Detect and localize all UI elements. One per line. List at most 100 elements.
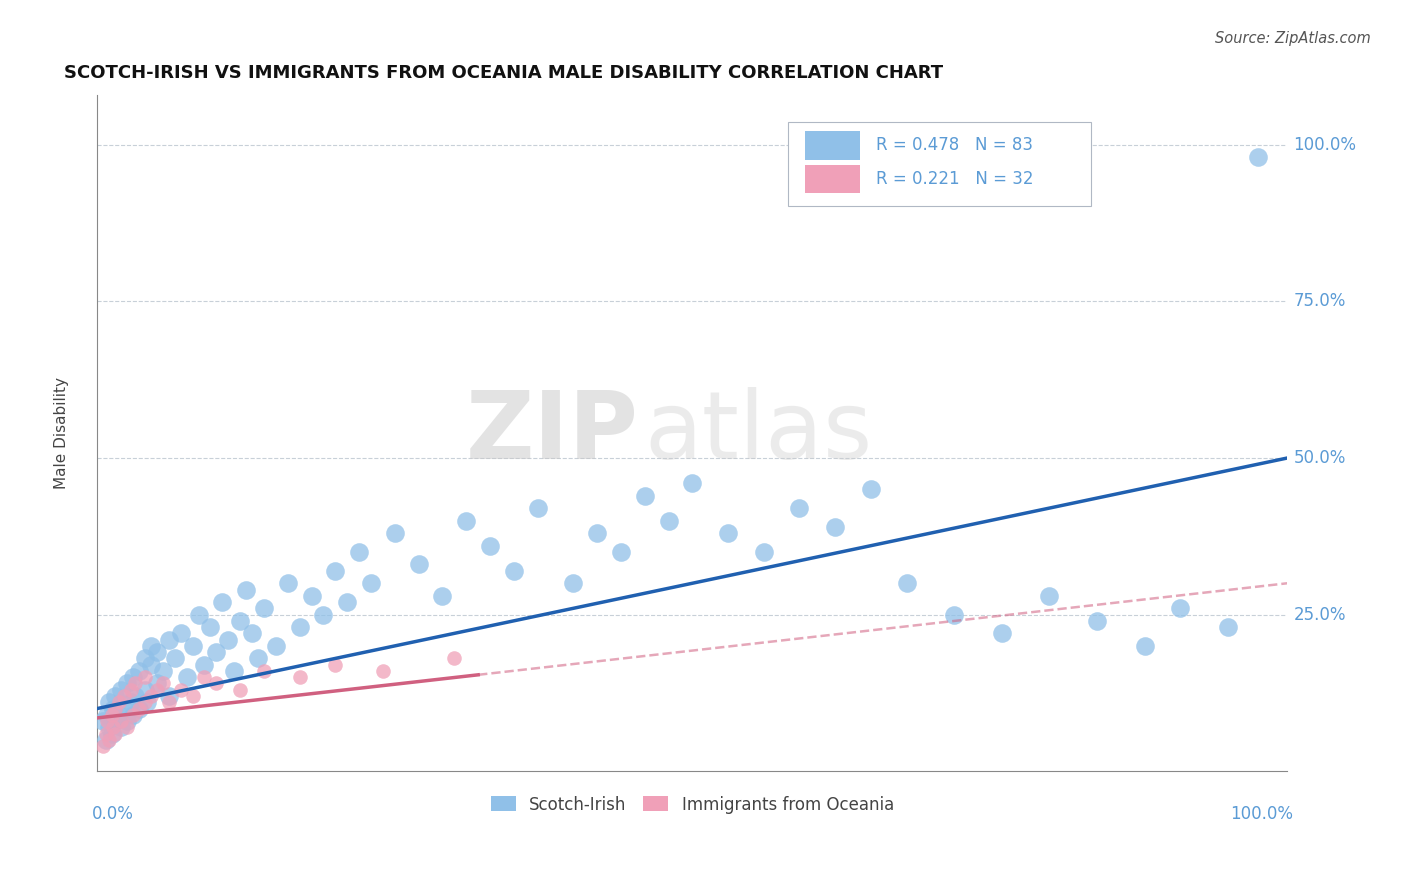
Point	[101, 701, 124, 715]
Point	[253, 601, 276, 615]
Point	[325, 564, 347, 578]
Point	[312, 607, 335, 622]
Point	[115, 720, 138, 734]
Point	[264, 639, 287, 653]
Point	[104, 701, 127, 715]
Point	[115, 714, 138, 728]
Point	[128, 701, 150, 715]
Point	[110, 720, 132, 734]
Point	[1168, 601, 1191, 615]
Point	[139, 639, 162, 653]
Point	[217, 632, 239, 647]
Point	[1246, 150, 1268, 164]
Text: R = 0.478   N = 83: R = 0.478 N = 83	[876, 136, 1032, 154]
Point	[681, 476, 703, 491]
Point	[824, 520, 846, 534]
Point	[384, 526, 406, 541]
Text: Male Disability: Male Disability	[55, 377, 69, 489]
Point	[610, 545, 633, 559]
Point	[110, 714, 132, 728]
Point	[235, 582, 257, 597]
Point	[181, 689, 204, 703]
Point	[200, 620, 222, 634]
Point	[115, 676, 138, 690]
Point	[146, 676, 169, 690]
Point	[110, 682, 132, 697]
Point	[205, 676, 228, 690]
Point	[128, 664, 150, 678]
Point	[176, 670, 198, 684]
Point	[104, 689, 127, 703]
Point	[211, 595, 233, 609]
Point	[943, 607, 966, 622]
Point	[134, 670, 156, 684]
Point	[247, 651, 270, 665]
Point	[157, 632, 180, 647]
Point	[301, 589, 323, 603]
Point	[104, 726, 127, 740]
Point	[134, 695, 156, 709]
Point	[347, 545, 370, 559]
Text: 0.0%: 0.0%	[91, 805, 134, 823]
Point	[479, 539, 502, 553]
Point	[122, 707, 145, 722]
Point	[1085, 614, 1108, 628]
Point	[371, 664, 394, 678]
Point	[1216, 620, 1239, 634]
Point	[181, 639, 204, 653]
Point	[288, 620, 311, 634]
Point	[124, 676, 146, 690]
Point	[91, 714, 114, 728]
Point	[120, 682, 142, 697]
Point	[139, 657, 162, 672]
Point	[193, 657, 215, 672]
Point	[859, 483, 882, 497]
Point	[157, 689, 180, 703]
Point	[1038, 589, 1060, 603]
Text: 100.0%: 100.0%	[1230, 805, 1294, 823]
Text: atlas: atlas	[645, 387, 873, 479]
Text: ZIP: ZIP	[465, 387, 638, 479]
Point	[107, 695, 129, 709]
Point	[170, 682, 193, 697]
Point	[205, 645, 228, 659]
Text: 100.0%: 100.0%	[1294, 136, 1357, 153]
Point	[1133, 639, 1156, 653]
Point	[94, 732, 117, 747]
Point	[240, 626, 263, 640]
Point	[91, 739, 114, 753]
Point	[107, 707, 129, 722]
Text: 50.0%: 50.0%	[1294, 449, 1346, 467]
Point	[336, 595, 359, 609]
Point	[526, 501, 548, 516]
Point	[146, 645, 169, 659]
Point	[456, 514, 478, 528]
Point	[896, 576, 918, 591]
Point	[94, 726, 117, 740]
Point	[96, 714, 118, 728]
Point	[122, 670, 145, 684]
Text: 75.0%: 75.0%	[1294, 293, 1346, 310]
Point	[229, 614, 252, 628]
Point	[96, 707, 118, 722]
Point	[98, 720, 121, 734]
Point	[98, 732, 121, 747]
Point	[789, 501, 811, 516]
Point	[124, 689, 146, 703]
Point	[325, 657, 347, 672]
Legend: Scotch-Irish, Immigrants from Oceania: Scotch-Irish, Immigrants from Oceania	[484, 789, 900, 821]
Point	[152, 676, 174, 690]
Point	[134, 682, 156, 697]
Point	[157, 695, 180, 709]
Point	[170, 626, 193, 640]
Point	[224, 664, 246, 678]
Point	[991, 626, 1014, 640]
FancyBboxPatch shape	[806, 131, 860, 160]
Point	[586, 526, 609, 541]
Point	[717, 526, 740, 541]
Point	[98, 695, 121, 709]
Point	[288, 670, 311, 684]
Point	[408, 558, 430, 572]
Point	[152, 664, 174, 678]
Point	[432, 589, 454, 603]
